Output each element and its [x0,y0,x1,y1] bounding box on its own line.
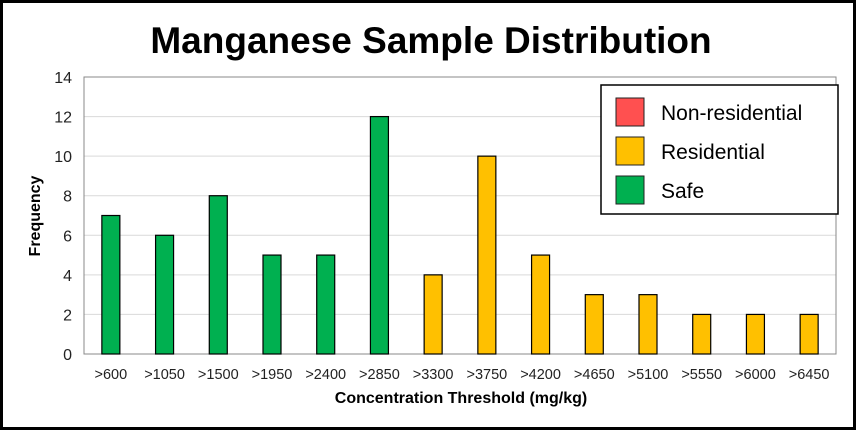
x-tick-label: >4650 [574,367,615,383]
plot-area [83,76,837,355]
bar [423,274,443,355]
legend-label: Residential [661,141,765,164]
legend-swatch [615,136,645,166]
x-tick-label: >1050 [144,367,185,383]
bar [692,313,712,355]
bar [477,155,497,355]
x-tick-label: >4200 [520,367,561,383]
bar [745,313,766,355]
bar [316,254,336,355]
x-tick-label: >600 [95,367,128,383]
y-tick-label: 8 [63,189,72,206]
y-tick-label: 10 [54,149,72,166]
bar [154,234,175,355]
y-tick-label: 6 [63,228,72,245]
bar [208,195,228,355]
chart-svg: Manganese Sample Distribution 0 2 4 6 8 10 12 1… [27,20,839,407]
x-tick-label: >5550 [681,367,722,383]
y-tick-label: 4 [63,268,72,285]
x-tick-label: >5100 [628,367,669,383]
x-tick-label: >2400 [305,367,346,383]
x-tick-label: >2850 [359,367,400,383]
bar [584,294,604,355]
bar [369,115,390,355]
x-tick-label: >6450 [789,367,830,383]
bar [530,254,551,355]
x-tick-label: >6000 [735,367,776,383]
bar [262,254,282,355]
y-axis-label: Frequency [27,175,44,256]
x-tick-label: >1950 [252,367,293,383]
x-tick-label: >1500 [198,367,239,383]
legend-swatch [615,175,645,205]
y-tick-label: 14 [54,70,72,87]
y-tick-label: 0 [63,347,72,364]
legend: Non-residential Residential Safe [600,84,839,215]
chart-title: Manganese Sample Distribution [150,20,711,61]
x-axis-label: Concentration Threshold (mg/kg) [335,390,587,407]
y-tick-label: 12 [54,110,72,127]
bar [638,294,658,355]
y-tick-label: 2 [63,307,72,324]
x-tick-label: >3750 [466,367,507,383]
legend-swatch [615,97,645,127]
bar [101,214,121,355]
x-tick-label: >3300 [413,367,454,383]
bar [799,313,819,355]
legend-label: Safe [661,180,704,203]
legend-label: Non-residential [661,102,802,125]
